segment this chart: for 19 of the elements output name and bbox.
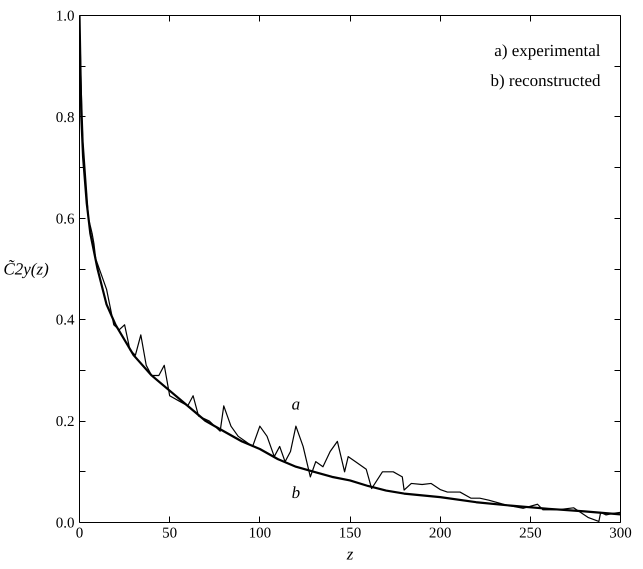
x-tick-label: 300 xyxy=(609,526,632,542)
x-tick-label: 100 xyxy=(248,526,272,542)
y-tick-label: 0.6 xyxy=(56,211,75,228)
y-tick-label: 0.4 xyxy=(56,312,75,329)
y-tick-label: 0.2 xyxy=(56,414,74,430)
x-tick-label: 250 xyxy=(519,526,542,542)
y-tick-label: 0.8 xyxy=(56,110,74,126)
y-axis-title: C̃2y(z) xyxy=(3,260,50,278)
y-tick-label: 1.0 xyxy=(56,8,74,24)
x-tick-label: 200 xyxy=(428,526,452,542)
x-tick-label: 50 xyxy=(162,526,178,542)
y-tick-label: 0.0 xyxy=(56,516,74,532)
annotation: b) reconstructed xyxy=(490,71,601,90)
series-label: a xyxy=(292,394,300,414)
x-tick-label: 150 xyxy=(338,526,362,542)
x-axis-title: z xyxy=(346,544,354,564)
annotation: a) experimental xyxy=(494,41,601,60)
series-label: b xyxy=(292,483,300,502)
x-tick-label: 0 xyxy=(76,526,84,542)
